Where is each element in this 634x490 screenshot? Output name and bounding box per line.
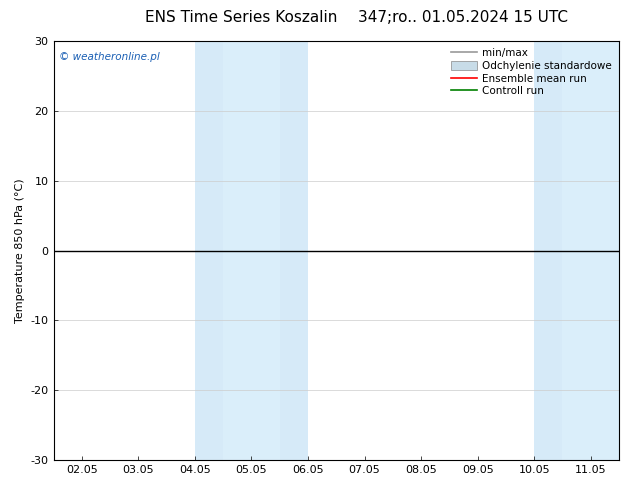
Text: © weatheronline.pl: © weatheronline.pl	[59, 51, 160, 62]
Bar	[534, 41, 562, 460]
Bar	[223, 41, 252, 460]
Bar	[252, 41, 280, 460]
Bar	[619, 41, 634, 460]
Text: ENS Time Series Koszalin: ENS Time Series Koszalin	[145, 10, 337, 25]
Text: 347;ro.. 01.05.2024 15 UTC: 347;ro.. 01.05.2024 15 UTC	[358, 10, 568, 25]
Bar	[591, 41, 619, 460]
Bar	[280, 41, 308, 460]
Y-axis label: Temperature 850 hPa (°C): Temperature 850 hPa (°C)	[15, 178, 25, 323]
Bar	[562, 41, 591, 460]
Legend: min/max, Odchylenie standardowe, Ensemble mean run, Controll run: min/max, Odchylenie standardowe, Ensembl…	[449, 46, 614, 98]
Bar	[195, 41, 223, 460]
